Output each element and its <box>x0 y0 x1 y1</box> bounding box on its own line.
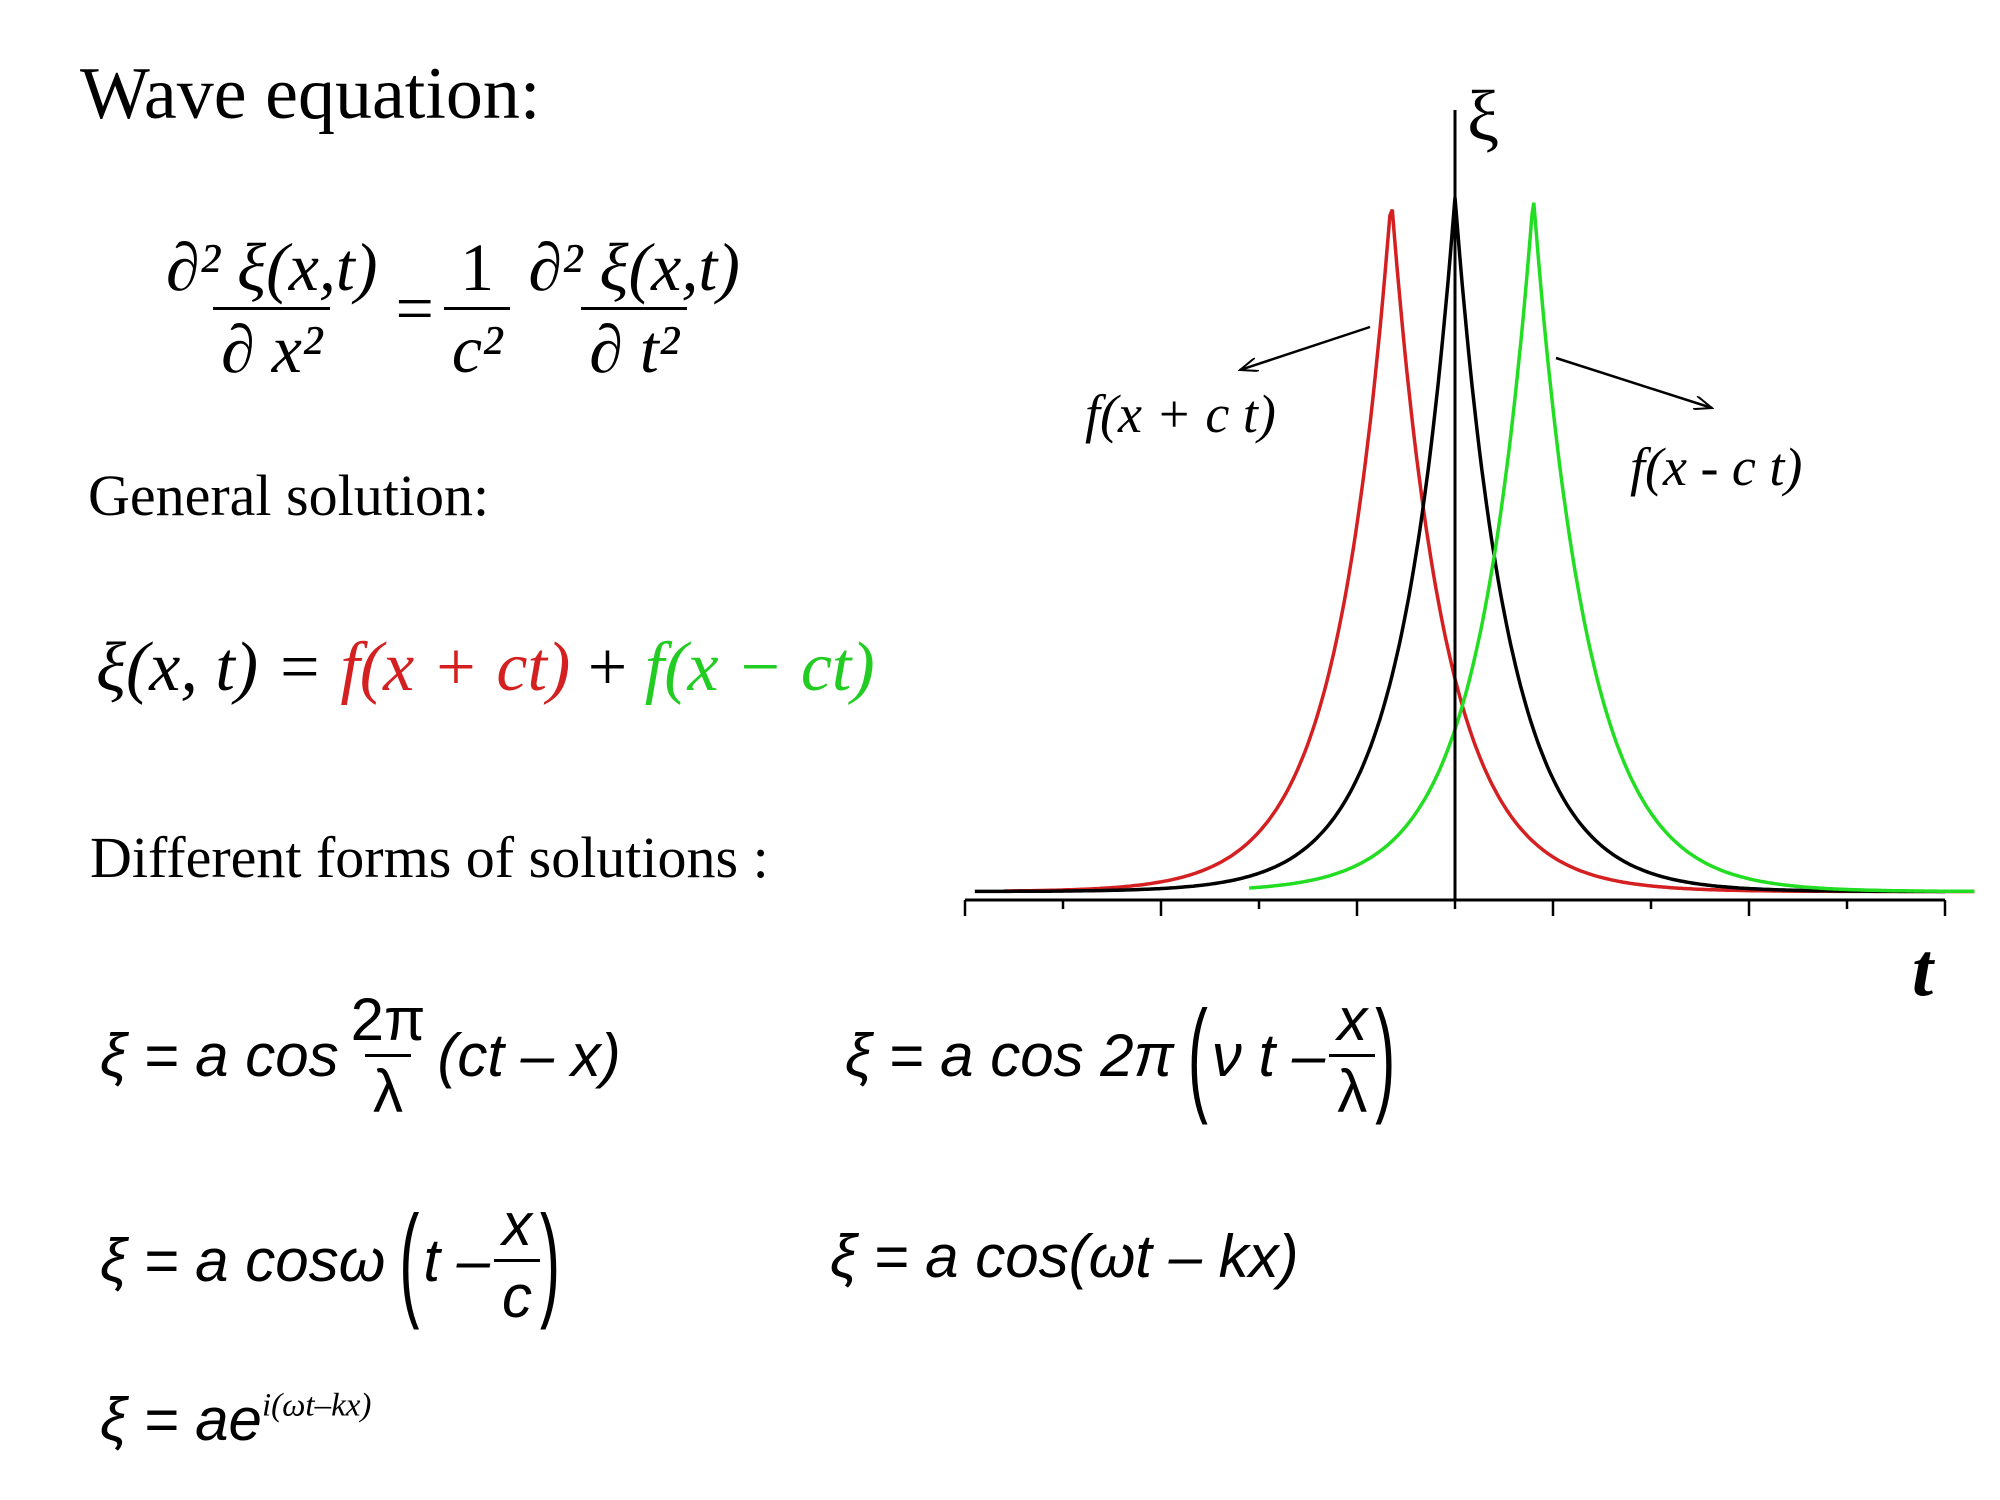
chart-curves <box>974 197 1975 894</box>
general-term-plus: f(x + ct) <box>340 629 571 706</box>
form2-fraction: x λ <box>1329 985 1376 1126</box>
general-lhs: ξ(x, t) = <box>96 629 341 706</box>
form3-prefix: ξ = a cosω <box>100 1227 386 1294</box>
form1-numerator: 2π <box>350 986 426 1053</box>
y-axis-label: ξ <box>1467 76 1499 156</box>
form2-numerator: x <box>1337 986 1368 1053</box>
form3-inner: t – <box>423 1227 491 1294</box>
annotation-arrow-right <box>1555 356 1712 408</box>
form3-right-paren: ) <box>540 1190 561 1331</box>
x-axis-label: t <box>1912 928 1936 1012</box>
lhs-fraction: ∂² ξ(x,t) ∂ x² <box>158 228 385 389</box>
form3-denominator: c <box>494 1259 541 1331</box>
solution-form-2: ξ = a cos 2π ( ν t – x λ ) <box>845 985 1395 1126</box>
form2-inner: ν t – <box>1211 1022 1326 1089</box>
coefficient-fraction: 1 c² <box>443 228 511 389</box>
wave-equation: ∂² ξ(x,t) ∂ x² = 1 c² ∂² ξ(x,t) ∂ t² <box>158 228 748 389</box>
legend-label-minus: f(x - c t) <box>1630 437 1802 497</box>
solution-form-1: ξ = a cos 2π λ (ct – x) <box>100 985 621 1126</box>
annotation-arrow-left <box>1240 325 1371 370</box>
general-plus: + <box>570 629 645 706</box>
series-curve-1 <box>974 197 1945 894</box>
form5-exponent: i(ωt–kx) <box>261 1387 372 1424</box>
lhs-numerator: ∂² ξ(x,t) <box>166 229 378 305</box>
rhs-denominator: ∂ t² <box>581 307 688 389</box>
legend-label-plus: f(x + c t) <box>1085 384 1276 444</box>
general-solution-equation: ξ(x, t) = f(x + ct) + f(x − ct) <box>96 628 875 708</box>
form2-denominator: λ <box>1329 1054 1376 1126</box>
forms-label: Different forms of solutions : <box>90 825 769 890</box>
form3-numerator: x <box>502 1191 533 1258</box>
solution-form-3: ξ = a cosω ( t – x c ) <box>100 1190 560 1331</box>
form1-denominator: λ <box>364 1054 411 1126</box>
page-title: Wave equation: <box>80 53 541 135</box>
coefficient-numerator: 1 <box>460 229 495 305</box>
equals-sign: = <box>395 270 434 346</box>
series-curve-2 <box>1249 202 1975 894</box>
series-curve-0 <box>1004 208 1975 894</box>
x-axis-ticks <box>963 900 1947 916</box>
general-solution-label: General solution: <box>88 463 490 528</box>
coefficient-denominator: c² <box>443 307 511 389</box>
form1-suffix: (ct – x) <box>437 1022 621 1089</box>
rhs-fraction: ∂² ξ(x,t) ∂ t² <box>520 228 747 389</box>
form2-prefix: ξ = a cos 2π <box>845 1022 1174 1089</box>
lhs-denominator: ∂ x² <box>213 307 331 389</box>
form3-fraction: x c <box>494 1190 541 1331</box>
form1-fraction: 2π λ <box>343 985 434 1126</box>
solution-form-5: ξ = aei(ωt–kx) <box>100 1385 371 1454</box>
solution-form-4: ξ = a cos(ωt – kx) <box>830 1223 1299 1290</box>
rhs-numerator: ∂² ξ(x,t) <box>528 229 740 305</box>
form2-left-paren: ( <box>1187 985 1208 1126</box>
form3-left-paren: ( <box>399 1190 420 1331</box>
form2-right-paren: ) <box>1375 985 1396 1126</box>
general-term-minus: f(x − ct) <box>644 629 875 706</box>
form1-prefix: ξ = a cos <box>100 1022 339 1089</box>
form5-base: ξ = ae <box>100 1386 262 1453</box>
